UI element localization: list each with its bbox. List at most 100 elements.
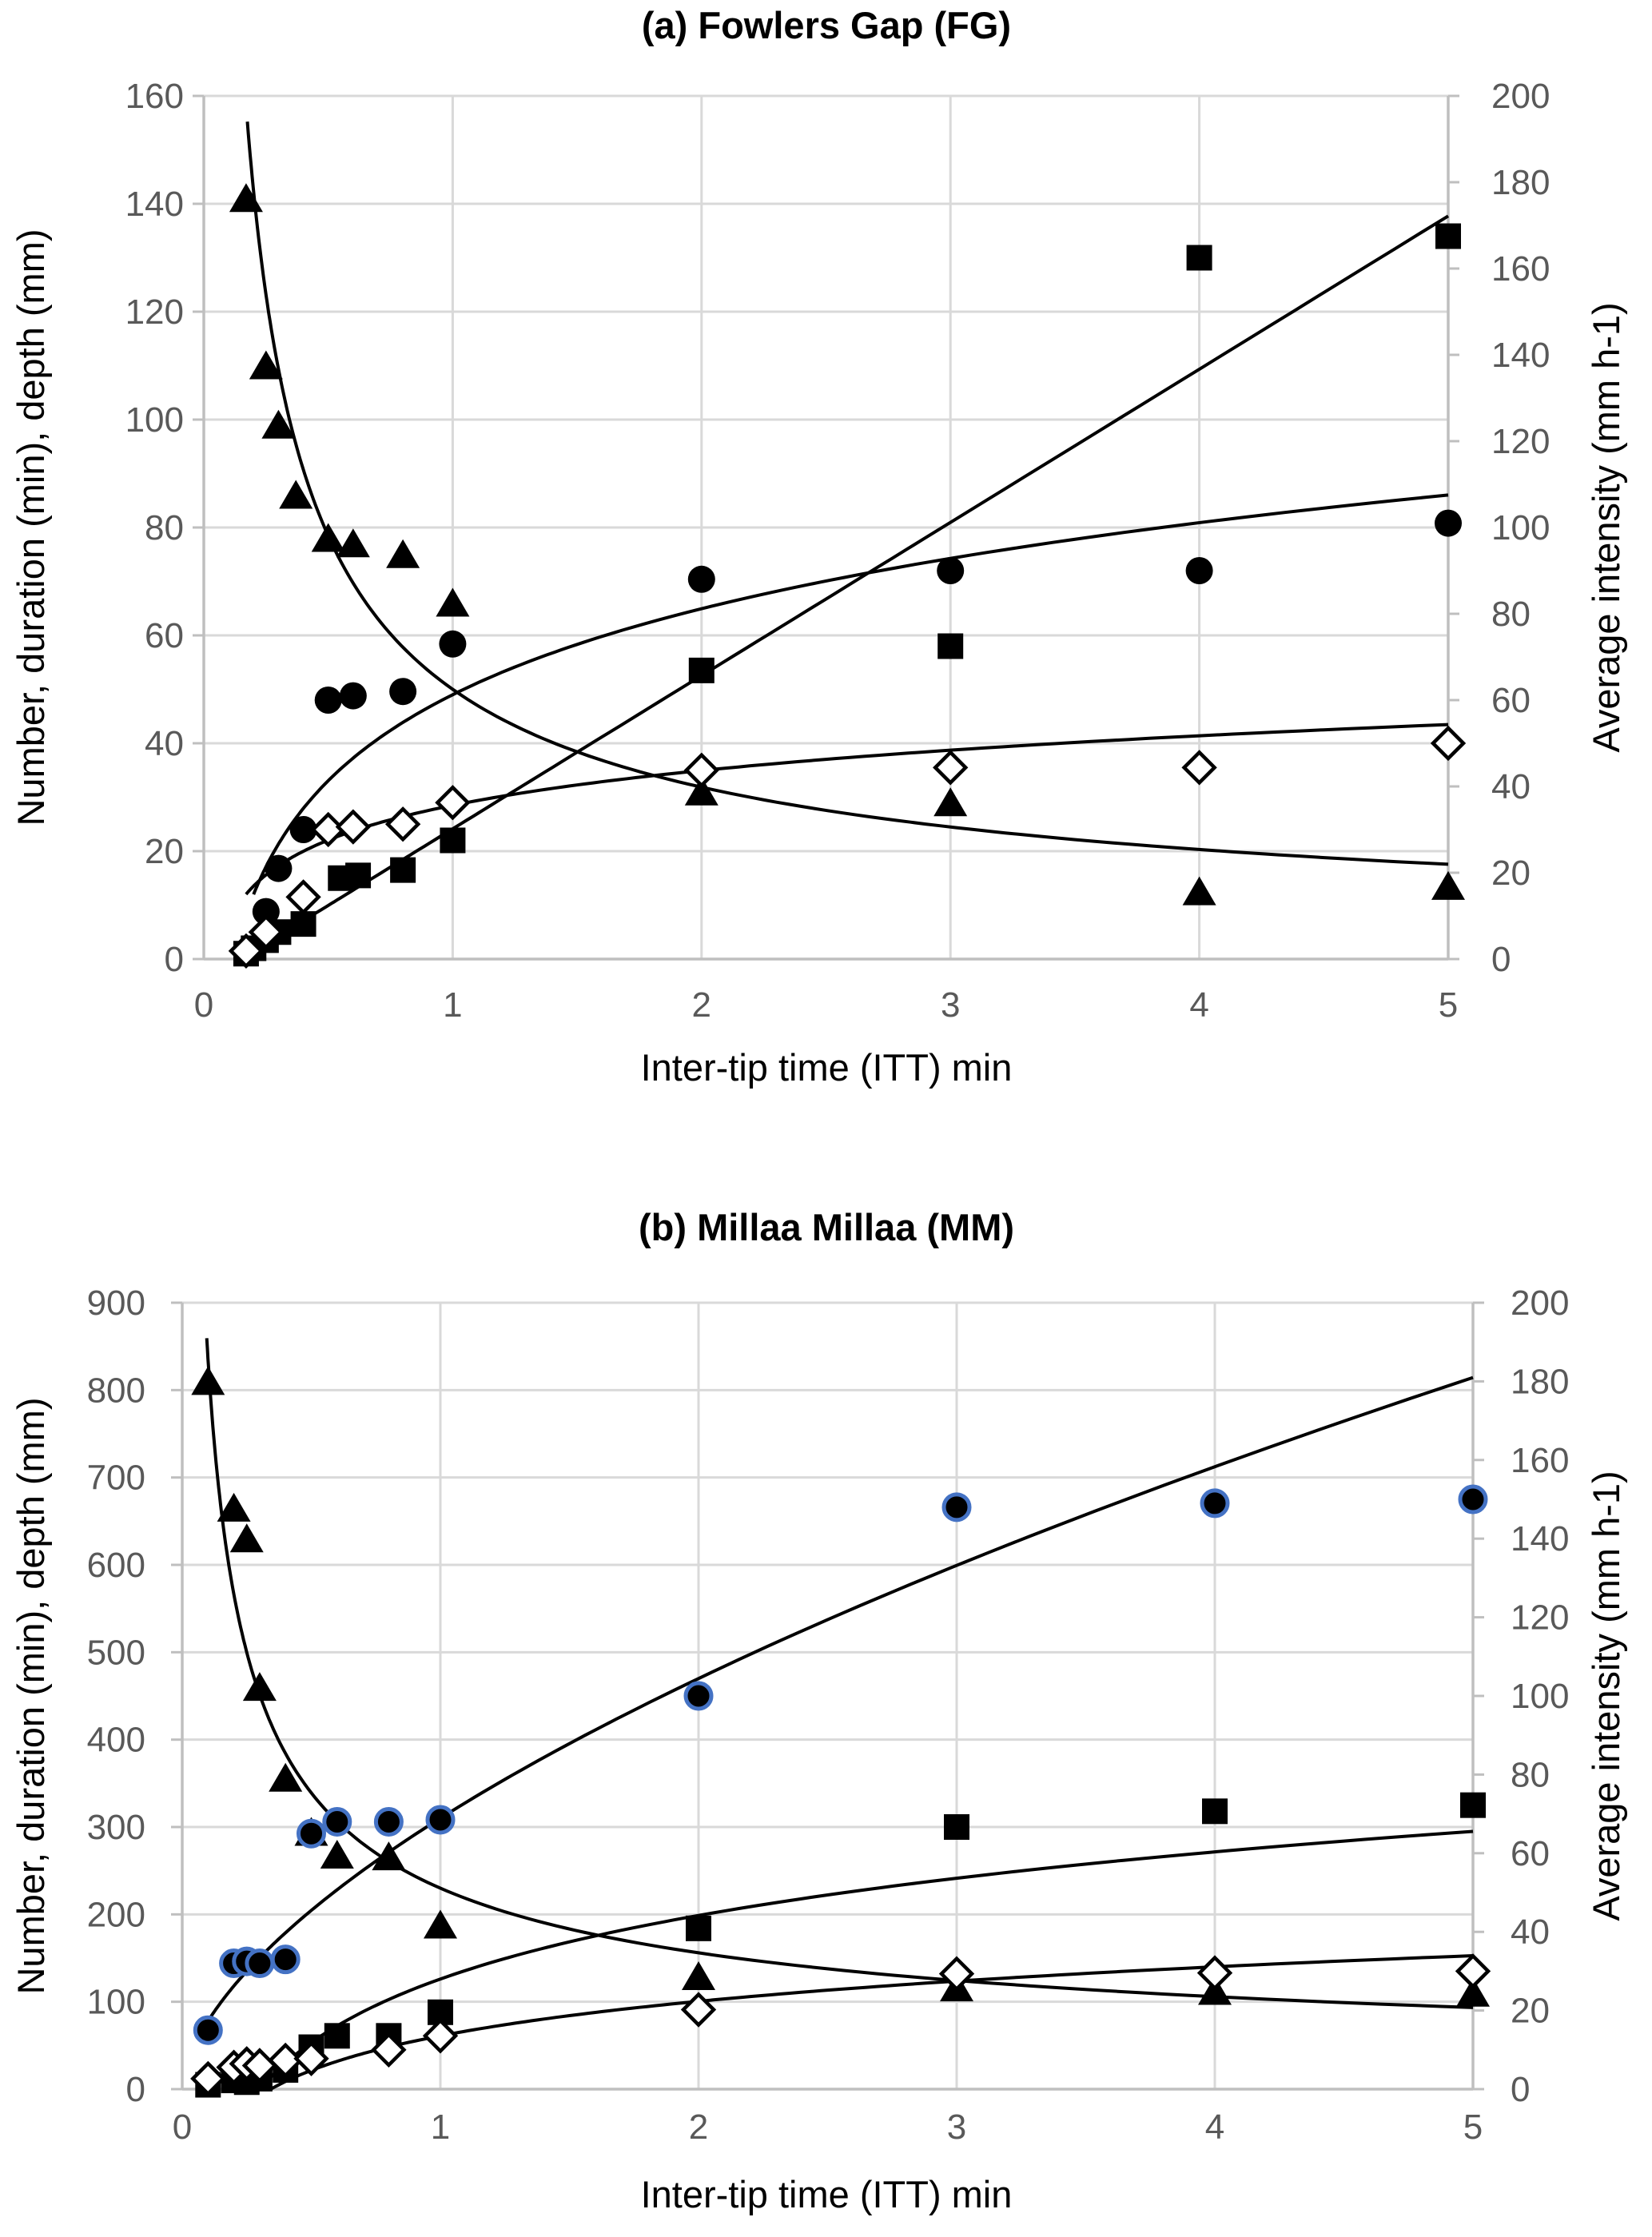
right-axis-tick-label: 100 <box>1511 1677 1569 1716</box>
triangle-marker <box>279 480 313 509</box>
diamond-marker <box>190 2060 226 2097</box>
square-marker <box>324 2023 350 2049</box>
right-axis-tick-label: 60 <box>1511 1834 1550 1873</box>
panel-a-left-yaxis-label: Number, duration (min), depth (mm) <box>10 229 52 826</box>
diamond-marker <box>248 914 285 950</box>
right-axis-tick-label: 140 <box>1511 1519 1569 1558</box>
right-axis-tick-label: 80 <box>1491 595 1531 634</box>
square-marker <box>937 633 964 659</box>
circle-marker-blue-ring <box>245 1948 275 1979</box>
square-marker <box>390 857 416 883</box>
left-axis-tick-label: 400 <box>87 1721 145 1760</box>
square-marker <box>688 657 715 683</box>
circle-marker-blue-ring <box>1200 1488 1230 1519</box>
x-axis-tick-label: 3 <box>947 2108 966 2147</box>
square-marker <box>440 827 466 854</box>
circle-marker <box>1185 557 1213 584</box>
panel-a-title: (a) Fowlers Gap (FG) <box>642 4 1011 46</box>
panel-a-xaxis-label: Inter-tip time (ITT) min <box>641 1046 1013 1089</box>
diamond-marker <box>335 809 372 845</box>
panel-b-title: (b) Millaa Millaa (MM) <box>639 1206 1014 1248</box>
panel-a-fit-curves <box>240 121 1450 961</box>
square-marker <box>1186 245 1212 271</box>
panel-a-gridlines <box>193 94 1459 961</box>
circle-marker <box>314 687 342 714</box>
x-axis-tick-label: 0 <box>194 985 213 1025</box>
panel-a-data-markers <box>228 183 1467 969</box>
x-axis-tick-label: 5 <box>1463 2108 1483 2147</box>
triangle-marker <box>682 1960 715 1990</box>
right-axis-tick-label: 60 <box>1491 681 1531 720</box>
triangle-marker <box>242 1672 277 1702</box>
left-axis-tick-label: 60 <box>145 616 184 655</box>
circle-marker <box>687 565 715 593</box>
right-axis-tick-label: 20 <box>1511 1992 1550 2031</box>
diamond-marker <box>268 2042 304 2079</box>
circle-marker-blue-ring <box>270 1944 301 1975</box>
panel-b-tick-labels: 0100200300400500600700800900020406080100… <box>87 1284 1570 2147</box>
diamond-marker <box>293 2040 329 2076</box>
triangle-marker <box>386 539 420 568</box>
diamond-marker <box>371 2032 407 2068</box>
triangle-marker <box>229 183 263 213</box>
circle-marker-blue-ring <box>1458 1484 1488 1515</box>
circle-marker <box>289 816 317 843</box>
left-axis-tick-label: 600 <box>87 1546 145 1585</box>
panel-b-right-yaxis-label: Average intensity (mm h-1) <box>1585 1471 1627 1921</box>
triangle-marker <box>191 1366 225 1395</box>
x-axis-tick-label: 4 <box>1205 2108 1224 2147</box>
fit-curve-depth <box>245 722 1449 896</box>
left-axis-tick-label: 800 <box>87 1371 145 1410</box>
right-axis-tick-label: 0 <box>1511 2070 1530 2109</box>
triangle-marker <box>217 1492 251 1522</box>
right-axis-tick-label: 20 <box>1491 854 1531 893</box>
panel-a-tick-labels: 0204060801001201401600204060801001201401… <box>125 77 1550 1025</box>
right-axis-tick-label: 180 <box>1491 163 1550 202</box>
x-axis-tick-label: 5 <box>1439 985 1458 1025</box>
left-axis-tick-label: 700 <box>87 1459 145 1498</box>
fit-curve-average-intensity <box>205 1375 1474 2024</box>
diamond-marker <box>680 1992 717 2028</box>
circle-marker <box>937 557 965 584</box>
panel-b-fit-curves <box>205 1338 1474 2091</box>
diamond-marker <box>683 752 719 788</box>
left-axis-tick-label: 100 <box>125 400 184 440</box>
triangle-marker <box>684 776 719 806</box>
right-axis-tick-label: 180 <box>1511 1362 1569 1401</box>
square-marker <box>290 911 316 937</box>
right-axis-tick-label: 40 <box>1491 767 1531 806</box>
square-marker <box>345 862 372 889</box>
x-axis-tick-label: 2 <box>692 985 711 1025</box>
x-axis-tick-label: 1 <box>443 985 462 1025</box>
square-marker <box>686 1915 711 1941</box>
panel-b-xaxis-label: Inter-tip time (ITT) min <box>641 2173 1013 2215</box>
circle-marker-blue-ring <box>941 1492 972 1523</box>
circle-marker-blue-ring <box>373 1806 404 1837</box>
left-axis-tick-label: 140 <box>125 185 184 224</box>
fit-curve-duration <box>240 214 1450 961</box>
diamond-marker <box>285 879 321 915</box>
panel-b: 0100200300400500600700800900020406080100… <box>10 1206 1627 2215</box>
x-axis-tick-label: 1 <box>431 2108 450 2147</box>
circle-marker-blue-ring <box>322 1806 352 1837</box>
fit-curve-average-intensity <box>252 493 1449 895</box>
panel-b-left-yaxis-label: Number, duration (min), depth (mm) <box>10 1397 52 1994</box>
circle-marker <box>439 630 467 658</box>
right-axis-tick-label: 140 <box>1491 336 1550 375</box>
triangle-marker <box>1182 876 1216 906</box>
left-axis-tick-label: 100 <box>87 1983 145 2022</box>
right-axis-tick-label: 100 <box>1491 508 1550 547</box>
right-axis-tick-label: 200 <box>1491 77 1550 116</box>
diamond-marker <box>1196 1955 1233 1991</box>
circle-marker <box>339 682 367 710</box>
left-axis-tick-label: 900 <box>87 1284 145 1323</box>
right-axis-tick-label: 40 <box>1511 1913 1550 1952</box>
triangle-marker <box>269 1762 303 1792</box>
x-axis-tick-label: 2 <box>689 2108 708 2147</box>
x-axis-tick-label: 4 <box>1189 985 1208 1025</box>
diamond-marker <box>1181 750 1217 786</box>
square-marker <box>944 1814 969 1840</box>
right-axis-tick-label: 160 <box>1491 249 1550 289</box>
